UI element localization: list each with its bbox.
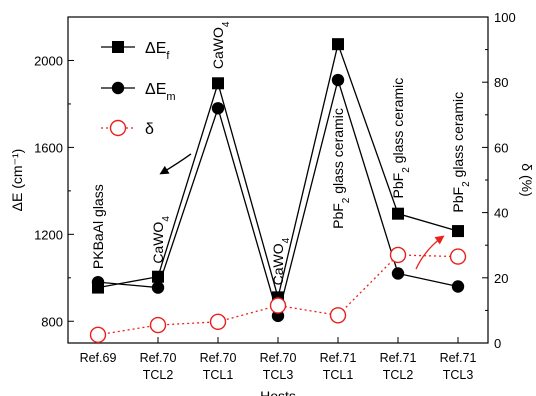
annotation-label: CaWO4 (210, 21, 232, 69)
data-point-open-circle (149, 316, 167, 334)
y2-tick-label: 0 (494, 336, 501, 351)
data-point-circle (91, 275, 105, 289)
data-point-circle (211, 102, 225, 115)
data-point-circle (151, 281, 165, 294)
y2-tick-label: 100 (494, 10, 516, 25)
annotation-label: CaWO4 (150, 216, 172, 264)
y-tick-label: 1600 (34, 140, 63, 155)
x-tick-label: Ref.70 (140, 351, 177, 365)
y2-tick-label: 40 (494, 206, 508, 221)
annotation-text: PbF (390, 173, 406, 199)
series-group (89, 38, 467, 344)
y-tick-label: 1200 (34, 227, 63, 242)
annotation-subscript: 2 (461, 181, 472, 187)
y2-tick-label: 20 (494, 271, 508, 286)
data-point-open-circle (389, 246, 407, 264)
x-tick-sublabel: TCL3 (443, 368, 474, 382)
x-tick-sublabel: TCL3 (263, 368, 294, 382)
annotation-text: CaWO (150, 222, 166, 264)
annotation-label: PbF2 glass ceramic (330, 108, 352, 229)
y-tick-label: 2000 (34, 53, 63, 68)
legend-label: ΔEm (145, 81, 176, 103)
annotation-subscript: 2 (401, 167, 412, 173)
data-point-open-circle (329, 307, 347, 324)
x-tick-label: Ref.71 (440, 351, 477, 365)
x-tick-label: Ref.69 (80, 351, 117, 365)
data-point-open-circle (209, 313, 227, 331)
legend-label-sub: f (166, 50, 170, 62)
annotation-subscript: 4 (281, 237, 292, 243)
annotation-text: PbF (450, 187, 466, 213)
x-tick-sublabel: TCL1 (203, 368, 234, 382)
x-tick-label: Ref.70 (260, 351, 297, 365)
data-point-open-circle (269, 297, 287, 314)
legend-label-main: ΔE (145, 40, 166, 57)
x-tick-sublabel: TCL1 (323, 368, 354, 382)
y2-tick-label: 60 (494, 140, 508, 155)
x-tick-sublabel: TCL2 (383, 368, 414, 382)
x-axis-title: Hosts (260, 388, 296, 396)
data-point-square (452, 225, 464, 238)
annotation-subscript: 4 (161, 216, 172, 222)
annotation-arrows (159, 153, 445, 270)
x-axis-ticks: Ref.69 Ref.70 TCL2 Ref.70 TCL1 Ref.70 TCL3 Ref.… (80, 337, 477, 382)
annotation-text: PbF (330, 203, 346, 229)
data-point-open-circle (449, 248, 467, 265)
annotation-subscript: 2 (341, 197, 352, 203)
data-point-square (212, 77, 224, 90)
x-tick-label: Ref.70 (200, 351, 237, 365)
annotation-arrow (159, 153, 192, 175)
legend-label-main: δ (145, 121, 154, 138)
y-axis-title: ΔE (cm⁻¹) (9, 149, 25, 212)
left-axis-ticks: 800 1200 1600 2000 (34, 16, 74, 329)
annotation-arrow (415, 235, 445, 270)
annotation-suffix: glass ceramic (330, 108, 346, 197)
data-point-square (332, 38, 344, 51)
annotation-text: CaWO (270, 243, 286, 285)
annotation-label: PbF2 glass ceramic (450, 92, 472, 213)
y2-axis-title: δ (%) (519, 163, 535, 196)
data-point-square (112, 41, 124, 53)
annotation-subscript: 4 (221, 21, 232, 27)
data-point-circle (391, 267, 405, 280)
data-point-circle (331, 73, 345, 87)
data-point-square (392, 207, 404, 220)
data-point-circle (111, 81, 125, 95)
legend-label: δ (145, 121, 154, 138)
data-point-circle (451, 280, 465, 293)
x-tick-label: Ref.71 (380, 351, 417, 365)
annotation-label: PbF2 glass ceramic (390, 78, 412, 199)
y-tick-label: 800 (41, 314, 63, 329)
legend-label: ΔEf (145, 40, 170, 62)
annotation-label: PKBaAl glass (90, 184, 106, 269)
annotation-text: CaWO (210, 27, 226, 69)
y2-tick-label: 80 (494, 75, 508, 90)
data-point-open-circle (109, 119, 127, 137)
right-axis-ticks: 0 20 40 60 80 100 (482, 10, 516, 351)
annotation-suffix: glass ceramic (450, 92, 466, 181)
data-point-open-circle (89, 326, 107, 344)
annotation-text: PKBaAl glass (90, 184, 106, 269)
annotation-label: CaWO4 (270, 237, 292, 285)
legend-label-main: ΔE (145, 81, 166, 98)
x-tick-sublabel: TCL2 (143, 368, 174, 382)
x-tick-label: Ref.71 (320, 351, 357, 365)
annotation-suffix: glass ceramic (390, 78, 406, 167)
legend-label-sub: m (166, 91, 175, 103)
